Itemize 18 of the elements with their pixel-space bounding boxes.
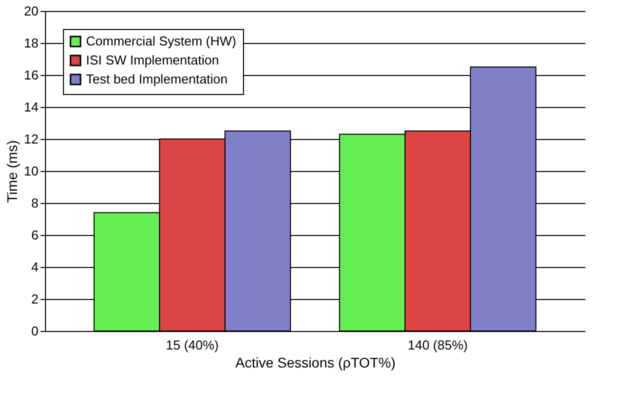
y-axis-title: Time (ms): [4, 140, 20, 203]
y-tick-label: 18: [24, 36, 38, 50]
x-tick-label: 15 (40%): [166, 338, 219, 352]
legend-label: Commercial System (HW): [86, 34, 236, 48]
y-tick-label: 0: [31, 324, 38, 338]
y-tick-label: 16: [24, 68, 38, 82]
y-tick-label: 20: [24, 4, 38, 18]
x-axis-title: Active Sessions (ρTOT%): [235, 354, 396, 370]
y-tick-label: 10: [24, 164, 38, 178]
y-tick-label: 12: [24, 132, 38, 146]
y-tick-label: 6: [31, 228, 38, 242]
y-tick-label: 2: [31, 292, 38, 306]
y-tick-label: 8: [31, 196, 38, 210]
y-tick-label: 14: [24, 100, 38, 114]
y-tick-label: 4: [31, 260, 38, 274]
legend-label: Test bed Implementation: [86, 72, 228, 86]
legend-label: ISI SW Implementation: [86, 52, 219, 68]
x-tick-label: 140 (85%): [408, 338, 468, 352]
